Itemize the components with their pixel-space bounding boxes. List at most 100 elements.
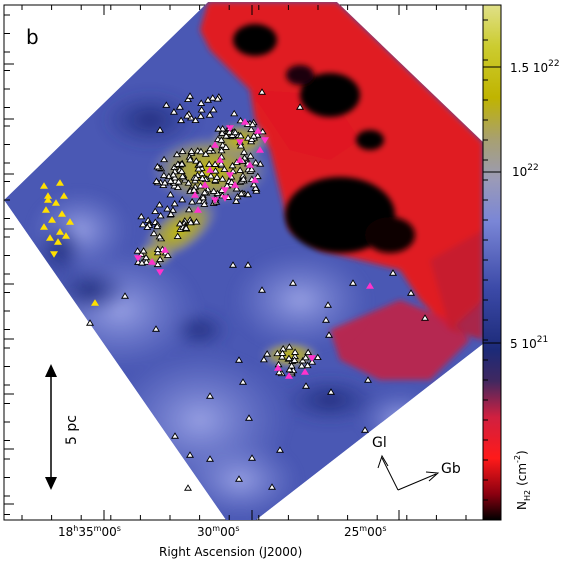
yso-triangle	[221, 143, 230, 150]
yso-triangle	[159, 171, 168, 179]
yso-triangle	[267, 483, 277, 490]
yso-triangle	[295, 103, 305, 110]
yso-triangle	[197, 106, 206, 113]
yso-class-i-marker	[147, 258, 157, 265]
colorbar-gradient	[482, 4, 502, 521]
yso-class-i-marker	[365, 282, 375, 289]
yso-class-i-marker	[215, 156, 225, 163]
yso-triangle	[185, 451, 195, 458]
yso-triangle	[303, 361, 312, 369]
yso-triangle	[197, 99, 206, 106]
yso-triangle	[257, 88, 267, 95]
yso-class-i-marker	[155, 269, 165, 276]
yso-triangle	[186, 218, 195, 226]
yso-triangle	[170, 432, 180, 439]
x-tick-label-2: 25m00s	[344, 524, 387, 539]
yso-triangle	[247, 125, 256, 133]
yso-triangle	[324, 331, 334, 338]
yso-triangle	[285, 343, 294, 350]
yso-triangle	[194, 165, 203, 172]
yso-class-i-marker	[235, 156, 245, 163]
yso-triangle	[155, 126, 165, 133]
yso-class-i-marker	[225, 172, 235, 179]
yso-triangle	[177, 116, 186, 124]
orientation-compass: Gl Gb	[372, 435, 461, 491]
panel-label: b	[26, 25, 39, 49]
yso-triangle	[257, 286, 267, 293]
yso-triangle	[186, 155, 195, 163]
yso-triangle	[313, 353, 322, 361]
yso-triangle	[153, 162, 162, 170]
yso-triangle	[191, 116, 200, 124]
yso-triangle	[175, 103, 184, 110]
yso-triangle	[297, 362, 306, 369]
yso-triangle	[239, 175, 248, 182]
yso-class-i-marker	[245, 161, 255, 168]
yso-yellow-marker	[55, 179, 65, 186]
yso-class-i-marker	[133, 255, 143, 262]
frame-ticks	[4, 5, 467, 520]
yso-triangle	[168, 206, 177, 213]
yso-triangle	[120, 292, 130, 299]
yso-triangle	[248, 120, 257, 128]
yso-class-i-marker	[225, 125, 235, 132]
yso-class-i-marker	[260, 137, 270, 144]
yso-triangle	[178, 195, 187, 203]
ysos-class-i-markers	[133, 118, 375, 379]
yso-triangle	[192, 157, 201, 164]
yso-triangle	[273, 349, 282, 357]
yso-triangle	[220, 165, 229, 172]
yso-class-i-marker	[230, 181, 240, 188]
yso-yellow-marker	[49, 251, 59, 258]
yso-triangle	[137, 259, 146, 266]
yso-triangle	[222, 132, 231, 139]
yso-triangle	[205, 111, 214, 118]
yso-class-i-marker	[253, 127, 263, 134]
yso-triangle	[138, 220, 147, 228]
yso-triangle	[218, 175, 227, 182]
yso-triangle	[251, 158, 260, 166]
yso-triangle	[201, 150, 210, 157]
yso-triangle	[169, 108, 178, 115]
yso-triangle	[185, 205, 194, 213]
yso-triangle	[247, 135, 256, 143]
yso-triangle	[155, 232, 164, 240]
yso-triangle	[166, 177, 175, 184]
yso-triangle	[166, 210, 175, 217]
yso-triangle	[240, 148, 249, 155]
yso-triangle	[231, 128, 240, 136]
yso-triangle	[192, 218, 201, 225]
yso-triangle	[287, 362, 296, 369]
yso-triangle	[184, 179, 193, 186]
yso-triangle	[191, 174, 200, 181]
yso-triangle	[182, 224, 191, 231]
yso-triangle	[153, 222, 162, 230]
yso-triangle	[151, 207, 160, 214]
yso-triangle	[196, 112, 205, 119]
colorbar-tick-label-0: 1.5 1022	[510, 59, 560, 75]
yso-triangle	[190, 186, 199, 193]
yso-triangle	[259, 355, 268, 363]
yso-triangle	[323, 301, 333, 308]
yso-triangle	[321, 316, 331, 323]
scale-bar: 5 pc	[45, 364, 80, 490]
yso-yellow-marker	[59, 192, 69, 199]
yso-triangle	[298, 356, 307, 364]
yso-triangle	[301, 382, 311, 389]
yso-triangle	[156, 255, 165, 263]
yso-triangle	[166, 190, 175, 198]
yso-triangle	[170, 199, 179, 207]
yso-triangle	[214, 125, 223, 132]
yso-triangle	[205, 455, 215, 462]
yso-triangle	[153, 260, 162, 268]
colorbar: 1.5 1022 1022 5 1021 NH2(cm-2)	[482, 4, 560, 521]
yso-triangle	[139, 247, 148, 254]
yso-triangle	[153, 245, 162, 252]
yso-triangle	[275, 446, 285, 453]
yso-triangle	[85, 319, 95, 326]
yso-triangle	[251, 184, 260, 191]
yso-class-i-marker	[240, 118, 250, 125]
yso-triangle	[244, 414, 254, 421]
yso-triangle	[278, 349, 287, 356]
yso-class-i-marker	[210, 141, 220, 148]
